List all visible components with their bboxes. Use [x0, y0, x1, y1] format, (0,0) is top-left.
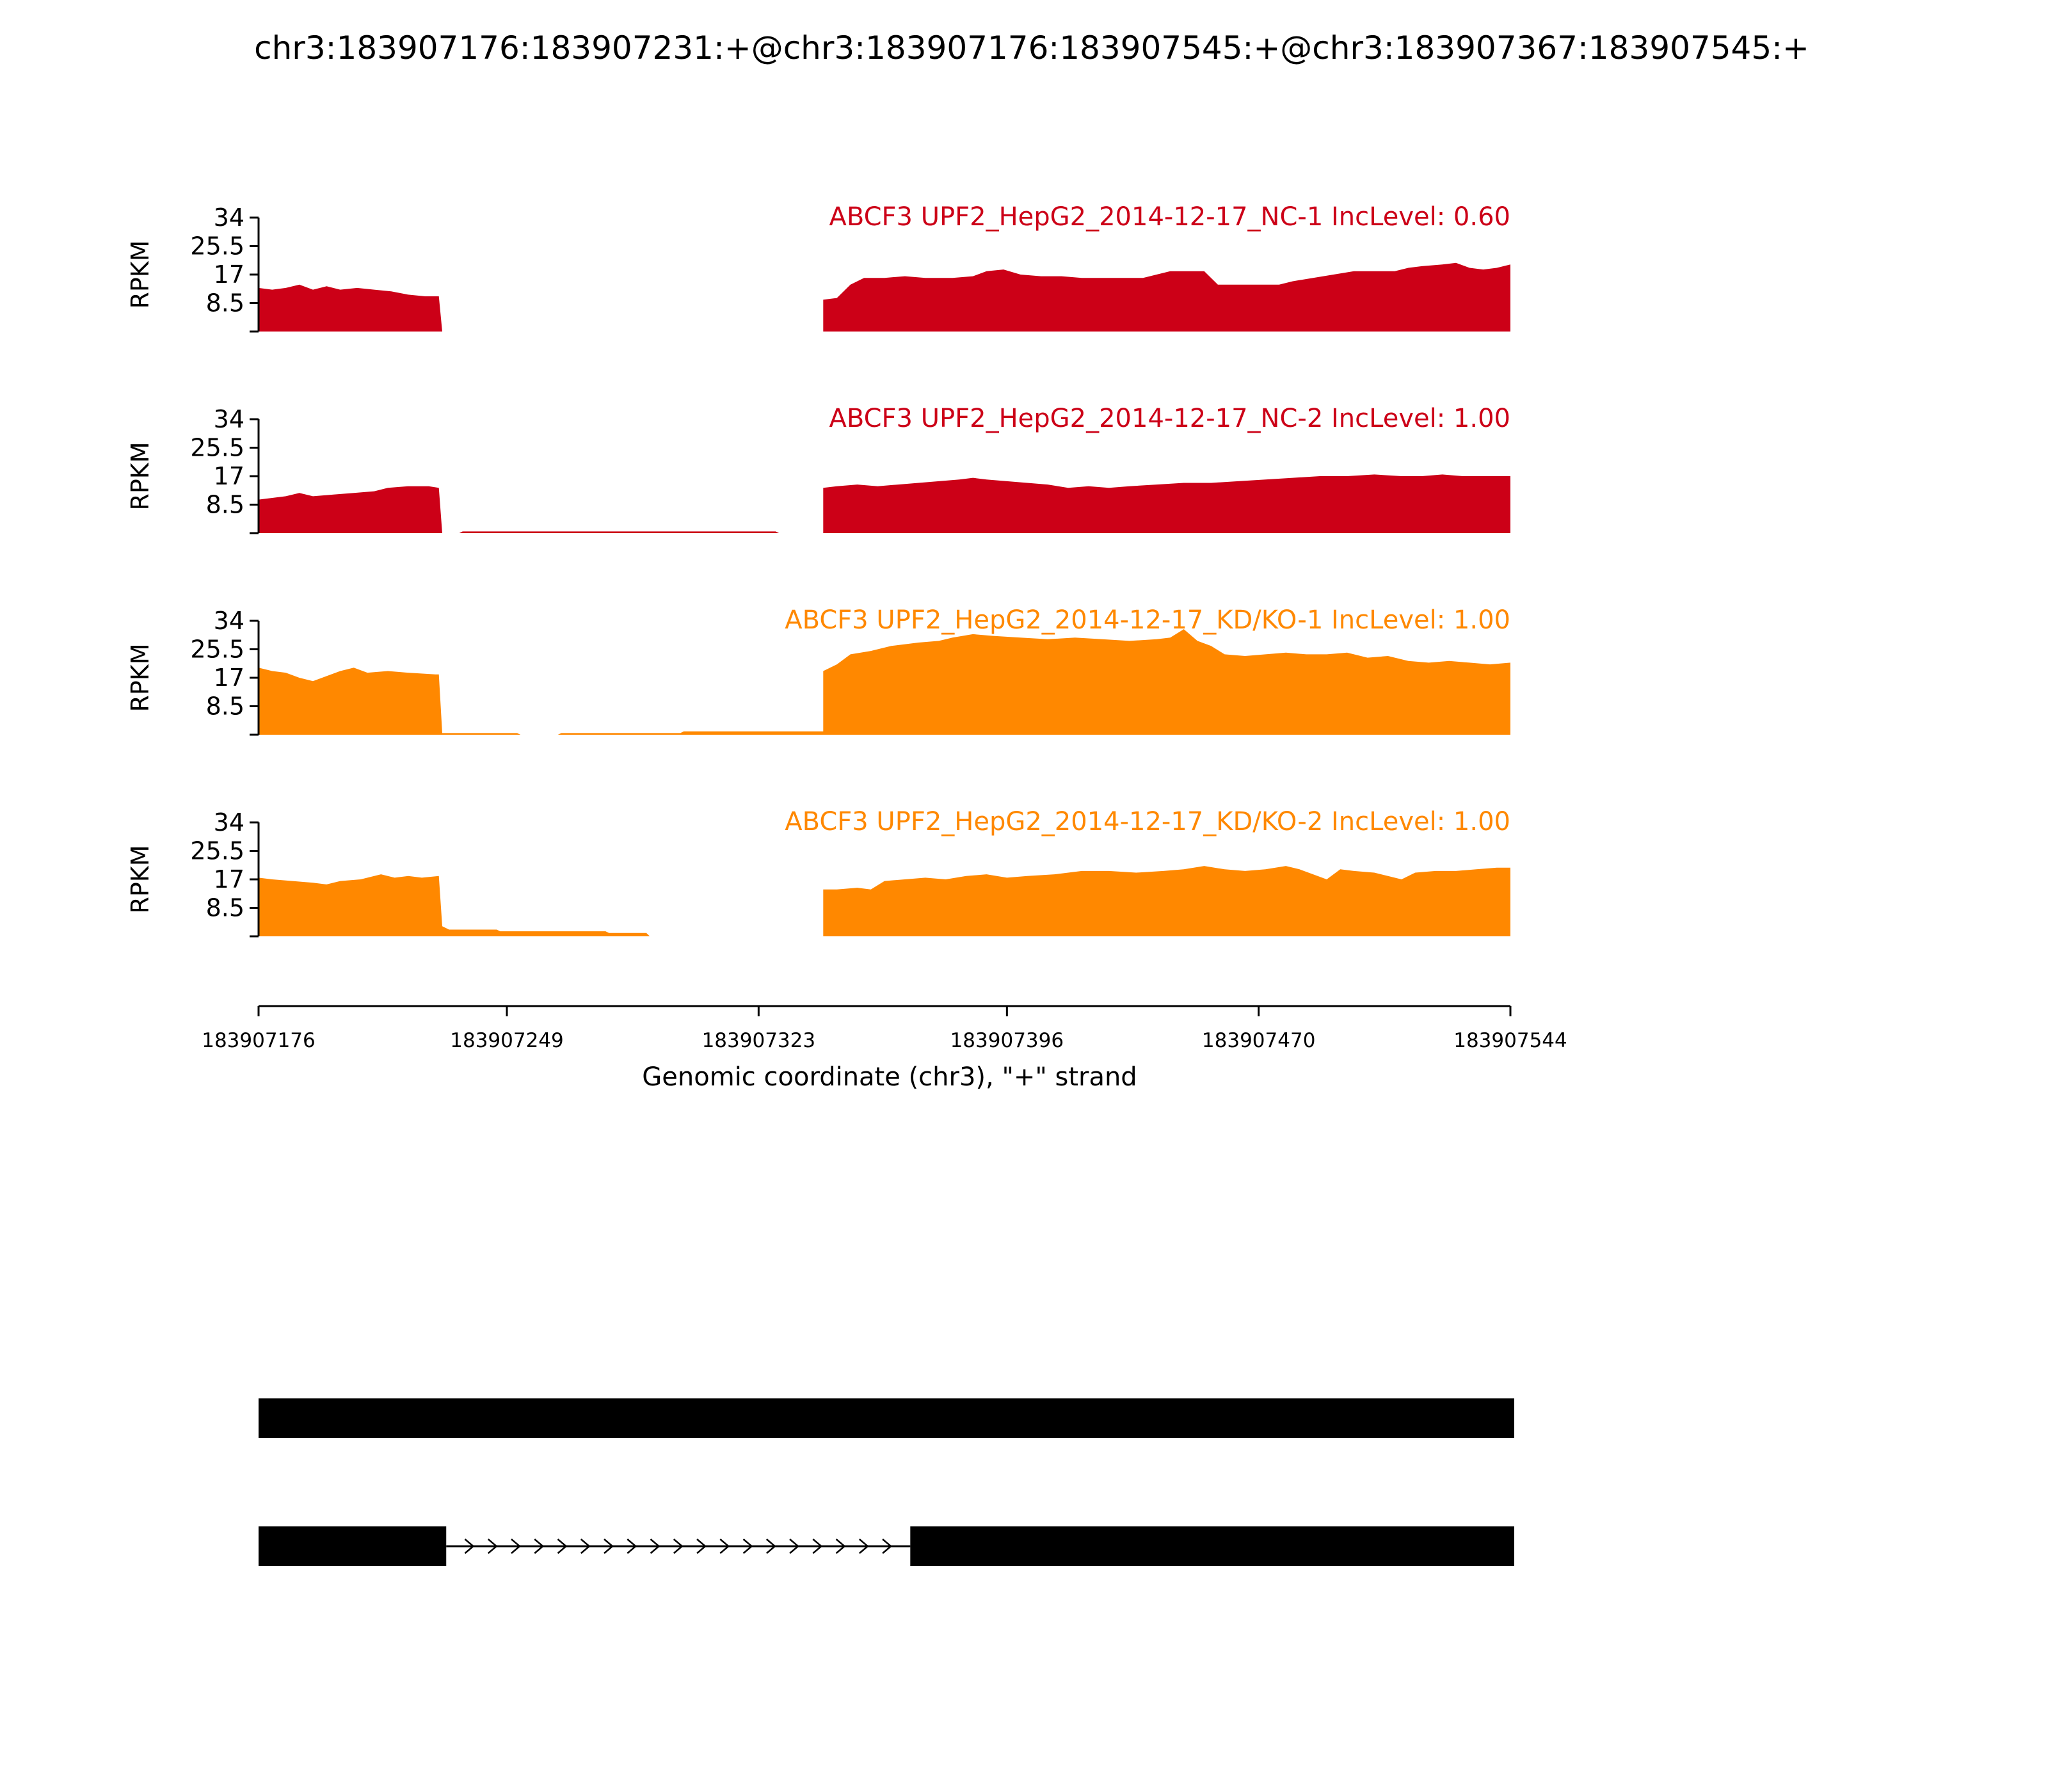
exon-block — [910, 1526, 1514, 1566]
strand-chevron — [882, 1539, 893, 1554]
y-tick-label: 17 — [214, 462, 244, 490]
exon-block — [259, 1398, 1514, 1438]
sample-label-2: ABCF3 UPF2_HepG2_2014-12-17_NC-2 IncLeve… — [829, 404, 1510, 433]
strand-chevron — [511, 1539, 521, 1554]
y-tick-label: 25.5 — [190, 636, 244, 664]
strand-chevron — [534, 1539, 545, 1554]
sample-label-1: ABCF3 UPF2_HepG2_2014-12-17_NC-1 IncLeve… — [829, 202, 1510, 232]
y-axis-label: RPKM — [126, 240, 154, 308]
sample-label-4: ABCF3 UPF2_HepG2_2014-12-17_KD/KO-2 IncL… — [785, 807, 1510, 836]
strand-chevron — [673, 1539, 684, 1554]
strand-chevron — [835, 1539, 846, 1554]
strand-chevron — [812, 1539, 823, 1554]
strand-chevron — [580, 1539, 591, 1554]
y-tick-label: 34 — [214, 204, 244, 232]
strand-chevron — [627, 1539, 637, 1554]
strand-chevron — [557, 1539, 568, 1554]
coverage-area-1 — [259, 262, 1510, 332]
strand-chevron — [696, 1539, 707, 1554]
isoform-2 — [259, 1526, 1514, 1566]
strand-chevron — [487, 1539, 498, 1554]
coverage-area-3 — [259, 629, 1510, 735]
strand-chevron — [464, 1539, 475, 1554]
y-axis-label: RPKM — [126, 442, 154, 510]
x-tick-label: 183907176 — [202, 1029, 316, 1052]
strand-chevron — [859, 1539, 869, 1554]
x-tick-label: 183907249 — [450, 1029, 564, 1052]
y-tick-label: 8.5 — [206, 289, 244, 317]
y-tick-label: 8.5 — [206, 491, 244, 519]
x-axis-label: Genomic coordinate (chr3), "+" strand — [642, 1062, 1137, 1092]
gene-models — [259, 1398, 1514, 1566]
strand-chevron — [765, 1539, 776, 1554]
y-tick-label: 25.5 — [190, 837, 244, 865]
y-tick-label: 34 — [214, 607, 244, 635]
x-axis: 183907176 183907249 183907323 183907396 1839… — [202, 1005, 1567, 1092]
y-tick-label: 34 — [214, 405, 244, 433]
y-tick-label: 17 — [214, 260, 244, 289]
coverage-area-2 — [259, 474, 1510, 533]
x-tick-label: 183907544 — [1453, 1029, 1567, 1052]
y-tick-label: 8.5 — [206, 692, 244, 721]
isoform-1 — [259, 1398, 1514, 1438]
strand-chevron — [789, 1539, 799, 1554]
y-tick-label: 8.5 — [206, 894, 244, 922]
y-tick-label: 25.5 — [190, 232, 244, 260]
y-axis-label: RPKM — [126, 845, 154, 913]
y-tick-label: 17 — [214, 664, 244, 692]
y-axis-label: RPKM — [126, 643, 154, 712]
y-tick-label: 34 — [214, 808, 244, 836]
strand-chevron — [742, 1539, 753, 1554]
strand-chevron — [650, 1539, 660, 1554]
x-tick-label: 183907396 — [950, 1029, 1064, 1052]
exon-block — [259, 1526, 447, 1566]
strand-chevron — [719, 1539, 730, 1554]
y-tick-label: 25.5 — [190, 434, 244, 462]
x-tick-label: 183907323 — [702, 1029, 816, 1052]
coverage-area-4 — [259, 866, 1510, 936]
x-tick-label: 183907470 — [1202, 1029, 1316, 1052]
sample-label-3: ABCF3 UPF2_HepG2_2014-12-17_KD/KO-1 IncL… — [785, 605, 1510, 635]
y-tick-label: 17 — [214, 865, 244, 893]
strand-chevron — [604, 1539, 614, 1554]
figure-title: chr3:183907176:183907231:+@chr3:18390717… — [254, 29, 1809, 67]
